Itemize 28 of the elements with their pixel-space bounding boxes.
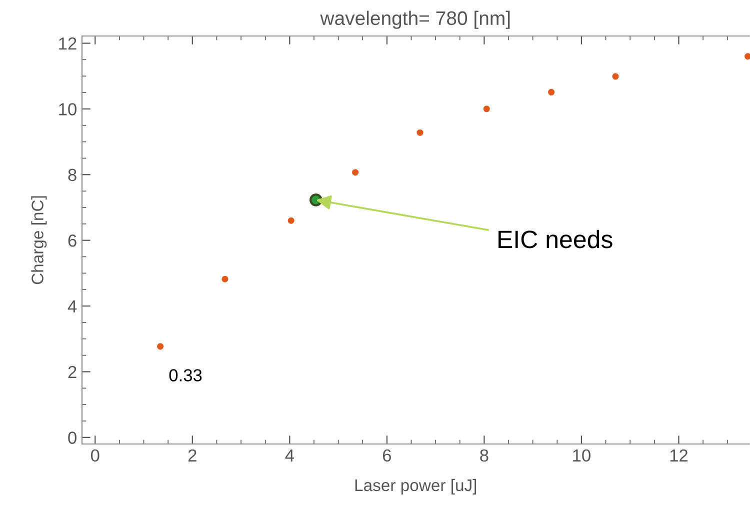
x-tick-label: 4 <box>285 450 294 462</box>
x-axis-title: Laser power [uJ] <box>355 478 476 494</box>
x-tick-label: 0 <box>90 449 100 462</box>
annotation: EIC needs <box>498 230 612 248</box>
x-tick-label: 12 <box>670 449 688 462</box>
x-tick-label: 6 <box>382 449 391 462</box>
annotation: 0.33 <box>169 369 202 382</box>
point <box>744 53 750 60</box>
y-tick-label: 12 <box>59 37 76 50</box>
point <box>288 217 294 224</box>
point <box>416 129 424 136</box>
y-tick-label: 2 <box>68 366 76 378</box>
point <box>222 276 228 282</box>
y-tick-label: 10 <box>59 103 76 116</box>
x-tick-label: 10 <box>573 449 590 462</box>
y-axis-title: Charge [nC] <box>31 196 47 284</box>
y-tick-label: 8 <box>68 168 76 182</box>
x-tick-label: 8 <box>480 449 488 462</box>
point <box>483 106 490 112</box>
y-tick-label: 0 <box>68 432 76 444</box>
x-tick-label: 2 <box>188 449 196 462</box>
y-tick-label: 6 <box>68 234 76 247</box>
point <box>548 88 555 96</box>
point <box>612 73 619 80</box>
point <box>157 343 164 350</box>
y-tick-label: 4 <box>68 300 77 312</box>
point <box>352 169 359 176</box>
chart-title: wavelength= 780 [nm] <box>320 10 510 29</box>
